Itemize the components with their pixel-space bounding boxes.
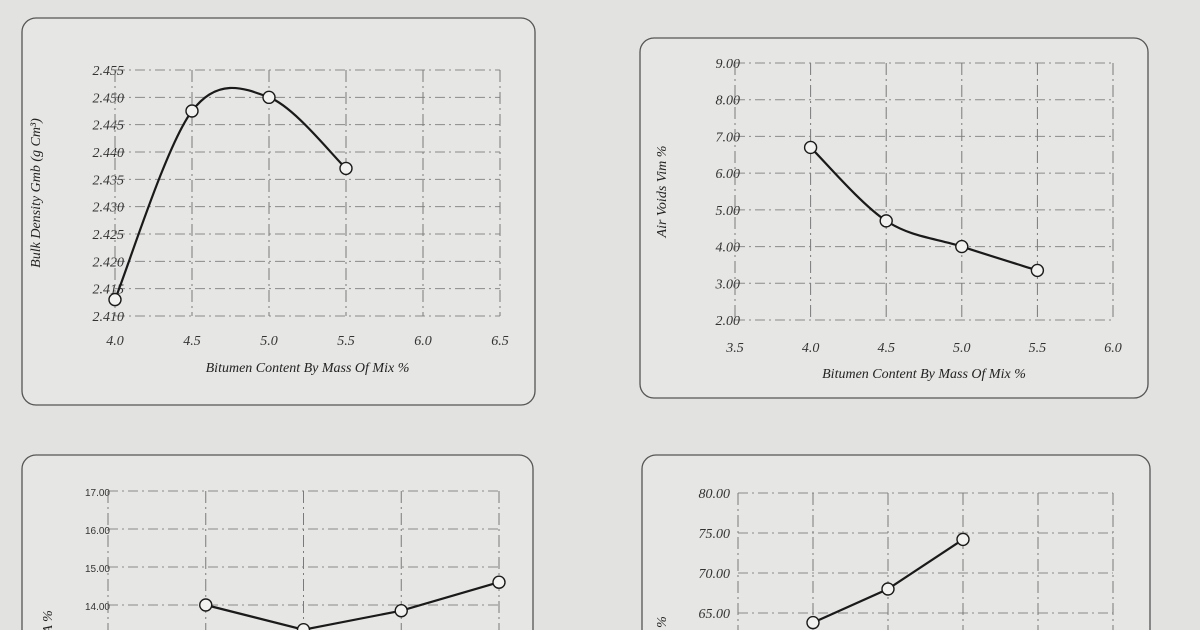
data-point [262,90,276,105]
data-point [394,604,408,618]
y-axis-label: Air Voids Vim % [655,146,670,239]
data-point [956,532,970,547]
x-tick-label: 5.5 [337,334,355,349]
x-tick-label: 5.0 [953,341,971,356]
x-tick-label: 5.0 [260,334,278,349]
x-tick-label: 5.5 [1029,341,1047,356]
data-point [492,575,506,589]
y-tick-label: 80.00 [699,487,731,502]
y-tick-label: 2.455 [93,64,125,79]
chart-2: 2.00 3.00 4.00 5.00 6.00 7.00 8.00 9.00 3.5 4.0 4.… [639,37,1149,399]
y-tick-label: 14.00 [85,602,110,613]
x-tick-label: 4.0 [106,334,124,349]
chart-frame [21,17,536,406]
y-tick-label: 4.00 [716,241,741,256]
y-tick-label: 2.425 [93,228,125,243]
data-point [199,598,213,612]
x-tick-label: 6.0 [414,334,432,349]
y-tick-label: 15.00 [85,564,110,575]
y-tick-label: 7.00 [716,130,741,145]
y-tick-label: 17.00 [85,488,110,499]
y-tick-label: 2.410 [93,310,125,325]
data-point [806,615,820,630]
chart-1: 2.4102.4152.4202.4252.4302.4352.4402.445… [21,17,536,406]
x-axis-label: Bitumen Content By Mass Of Mix % [206,361,410,376]
x-tick-label: 4.5 [183,334,201,349]
y-axis-label: A % [41,610,56,630]
series-line [113,86,347,301]
data-point [881,582,895,596]
x-tick-label: 3.5 [725,341,744,356]
x-axis-label: Bitumen Content By Mass Of Mix % [822,367,1026,382]
y-tick-label: 16.00 [85,526,110,537]
chart-frame [639,37,1149,399]
x-tick-label: 6.0 [1104,341,1122,356]
y-tick-label: 2.435 [93,173,125,188]
y-tick-label: 70.00 [699,567,731,582]
chart-4: 65.00 70.00 75.00 80.00% [641,454,1151,630]
y-tick-label: 9.00 [716,57,741,72]
data-point [1030,263,1045,278]
series-line [205,581,500,630]
y-tick-label: 5.00 [716,204,741,219]
data-point [955,239,969,254]
y-tick-label: 2.440 [93,146,125,161]
series-line [809,146,1038,272]
y-tick-label: 2.00 [716,314,741,329]
y-tick-label: 2.430 [93,201,125,216]
data-point [185,104,199,118]
chart-frame [641,454,1151,630]
y-tick-label: 3.00 [715,277,741,292]
y-tick-label: 2.420 [93,255,125,270]
y-axis-label: % [655,616,670,628]
x-tick-label: 4.0 [802,341,820,356]
data-point [339,161,353,176]
y-tick-label: 8.00 [716,94,741,109]
y-tick-label: 2.450 [93,91,125,106]
y-tick-label: 65.00 [699,607,731,622]
y-axis-label: Bulk Density Gmb (g Cm³) [29,118,44,268]
y-tick-label: 2.445 [93,119,125,134]
x-tick-label: 4.5 [877,341,895,356]
y-tick-label: 6.00 [716,167,741,182]
y-tick-label: 75.00 [699,527,731,542]
x-tick-label: 6.5 [491,334,509,349]
chart-3: 14.00 15.00 16.00 17.00 A % [21,454,534,630]
data-point [296,623,311,630]
data-point [803,140,818,155]
chart-frame [21,454,534,630]
data-point [108,292,122,307]
data-point [879,214,893,228]
